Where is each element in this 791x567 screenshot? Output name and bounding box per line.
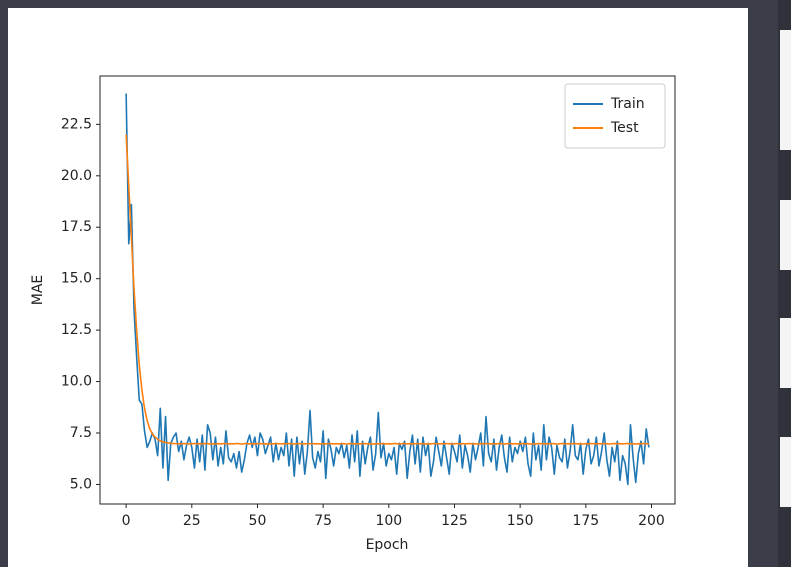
x-tick-label: 125 — [441, 513, 468, 529]
data-line — [125, 93, 650, 486]
x-axis-label: Epoch — [366, 537, 409, 553]
y-tick-label: 12.5 — [61, 322, 92, 338]
x-tick-label: 50 — [249, 513, 267, 529]
legend-box — [564, 83, 666, 149]
x-tick-label: 150 — [507, 513, 534, 529]
x-tick-label: 100 — [375, 513, 402, 529]
thumbnail[interactable] — [780, 318, 791, 388]
thumbnail[interactable] — [780, 80, 791, 150]
y-tick-label: 17.5 — [61, 219, 92, 235]
x-tick-label: 25 — [183, 513, 201, 529]
y-tick-label: 10.0 — [61, 374, 92, 390]
thumbnail[interactable] — [780, 30, 791, 100]
y-tick-label: 20.0 — [61, 168, 92, 184]
data-line — [125, 134, 649, 445]
thumbnail[interactable] — [780, 200, 791, 270]
y-tick-label: 7.5 — [70, 425, 92, 441]
y-tick-label: 15.0 — [61, 271, 92, 287]
y-tick-label: 22.5 — [61, 116, 92, 132]
x-tick-label: 200 — [638, 513, 665, 529]
thumbnail[interactable] — [780, 437, 791, 507]
x-tick-label: 75 — [314, 513, 332, 529]
y-axis-label: MAE — [30, 275, 46, 306]
x-tick-label: 0 — [122, 513, 131, 529]
axes-frame — [99, 75, 676, 505]
y-tick-label: 5.0 — [70, 476, 92, 492]
x-tick-label: 175 — [572, 513, 599, 529]
legend-label: Test — [610, 120, 639, 136]
legend-label: Train — [610, 96, 645, 112]
